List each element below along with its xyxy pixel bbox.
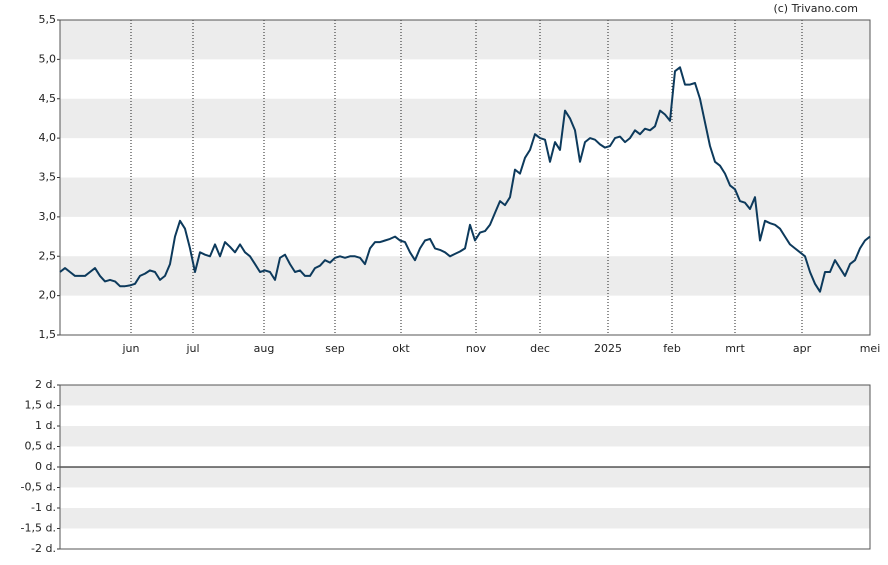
y-tick-label: 3,5: [39, 171, 57, 184]
y-tick-label: -2 d.: [31, 542, 56, 555]
y-tick-label: 3,0: [39, 210, 57, 223]
y-tick-label: 4,0: [39, 131, 57, 144]
y-tick-label: 5,0: [39, 52, 57, 65]
x-tick-label: jul: [185, 342, 199, 355]
x-tick-label: mrt: [725, 342, 745, 355]
y-tick-label: 2 d.: [35, 378, 56, 391]
grid-band: [60, 508, 870, 529]
x-tick-label: feb: [663, 342, 681, 355]
x-tick-label: apr: [793, 342, 812, 355]
grid-band: [60, 426, 870, 447]
x-tick-label: aug: [254, 342, 275, 355]
grid-band: [60, 98, 870, 139]
y-tick-label: 0 d.: [35, 460, 56, 473]
y-tick-label: 5,5: [39, 13, 57, 26]
x-tick-label: mei: [860, 342, 881, 355]
grid-band: [60, 177, 870, 217]
y-tick-label: 2,5: [39, 249, 57, 262]
y-tick-label: 2,0: [39, 289, 57, 302]
y-tick-label: 4,5: [39, 92, 57, 105]
x-tick-label: sep: [325, 342, 344, 355]
price-line: [59, 66, 871, 293]
x-tick-label: 2025: [594, 342, 622, 355]
x-tick-label: jun: [122, 342, 140, 355]
y-tick-label: -1,5 d.: [21, 522, 56, 535]
y-tick-label: -0,5 d.: [21, 481, 56, 494]
x-tick-label: dec: [530, 342, 550, 355]
y-tick-label: 1,5: [39, 328, 57, 341]
x-tick-label: okt: [392, 342, 410, 355]
x-tick-label: nov: [466, 342, 487, 355]
plot-frame: [59, 19, 871, 336]
grid-band: [60, 20, 870, 60]
y-tick-label: 0,5 d.: [25, 440, 56, 453]
plot-frame: [59, 384, 871, 550]
grid-band: [60, 385, 870, 406]
grid-band: [60, 467, 870, 488]
y-tick-label: -1 d.: [31, 501, 56, 514]
y-tick-label: 1,5 d.: [25, 399, 56, 412]
credit: (c) Trivano.com: [773, 2, 858, 15]
grid-band: [60, 256, 870, 296]
y-tick-label: 1 d.: [35, 419, 56, 432]
